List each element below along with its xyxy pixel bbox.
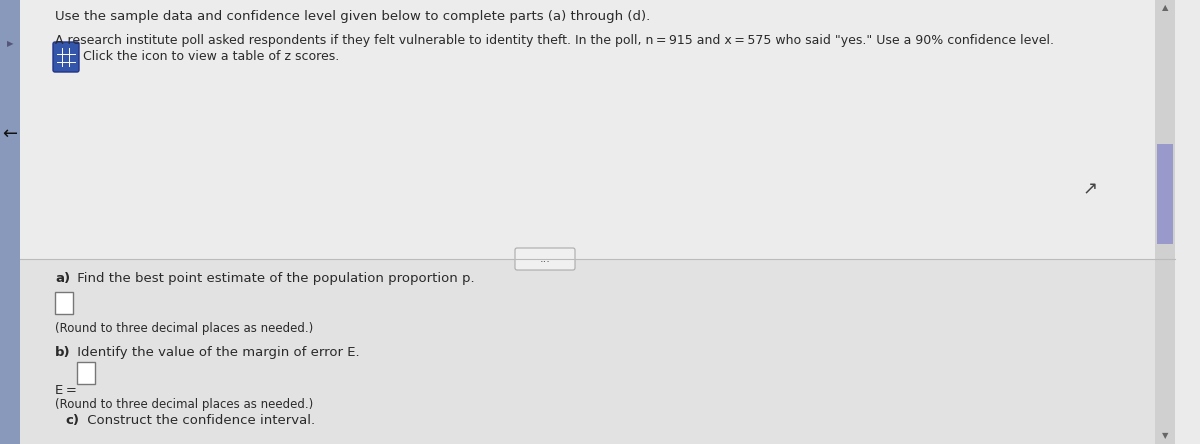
Text: ...: ... [540, 254, 551, 264]
Text: ←: ← [2, 125, 18, 143]
Text: Use the sample data and confidence level given below to complete parts (a) throu: Use the sample data and confidence level… [55, 10, 650, 23]
Text: (Round to three decimal places as needed.): (Round to three decimal places as needed… [55, 322, 313, 335]
Bar [20, 259, 1175, 444]
Text: Construct the confidence interval.: Construct the confidence interval. [83, 414, 316, 427]
Text: Find the best point estimate of the population proportion p.: Find the best point estimate of the popu… [73, 272, 475, 285]
Bar [1154, 0, 1175, 444]
Text: ▼: ▼ [1162, 432, 1169, 440]
Text: ▲: ▲ [1162, 4, 1169, 12]
Text: A research institute poll asked respondents if they felt vulnerable to identity : A research institute poll asked responde… [55, 34, 1054, 47]
Bar [55, 292, 73, 314]
FancyBboxPatch shape [53, 42, 79, 72]
Text: Identify the value of the margin of error E.: Identify the value of the margin of erro… [73, 346, 360, 359]
Text: c): c) [65, 414, 79, 427]
Text: b): b) [55, 346, 71, 359]
Bar [20, 0, 1175, 259]
Text: Click the icon to view a table of z scores.: Click the icon to view a table of z scor… [83, 51, 340, 63]
Text: E =: E = [55, 384, 77, 397]
Text: (Round to three decimal places as needed.): (Round to three decimal places as needed… [55, 398, 313, 411]
Bar [77, 362, 95, 384]
Bar [0, 0, 20, 444]
Bar [1157, 144, 1174, 244]
Text: ▶: ▶ [7, 40, 13, 48]
Text: ↗: ↗ [1082, 180, 1098, 198]
Text: a): a) [55, 272, 70, 285]
FancyBboxPatch shape [515, 248, 575, 270]
